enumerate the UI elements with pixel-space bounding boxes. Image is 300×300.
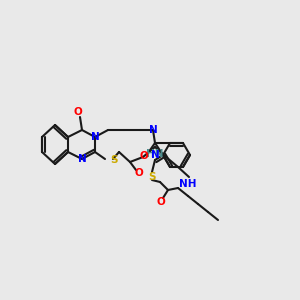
Text: S: S: [148, 172, 156, 182]
Text: S: S: [110, 155, 118, 165]
Text: N: N: [148, 125, 158, 135]
Text: O: O: [74, 107, 82, 117]
Text: N: N: [78, 154, 86, 164]
Text: N: N: [151, 150, 160, 160]
Text: O: O: [140, 151, 148, 161]
Text: O: O: [135, 168, 143, 178]
Text: HN: HN: [146, 149, 164, 159]
Text: O: O: [157, 197, 165, 207]
Text: NH: NH: [179, 179, 196, 189]
Text: N: N: [91, 132, 99, 142]
